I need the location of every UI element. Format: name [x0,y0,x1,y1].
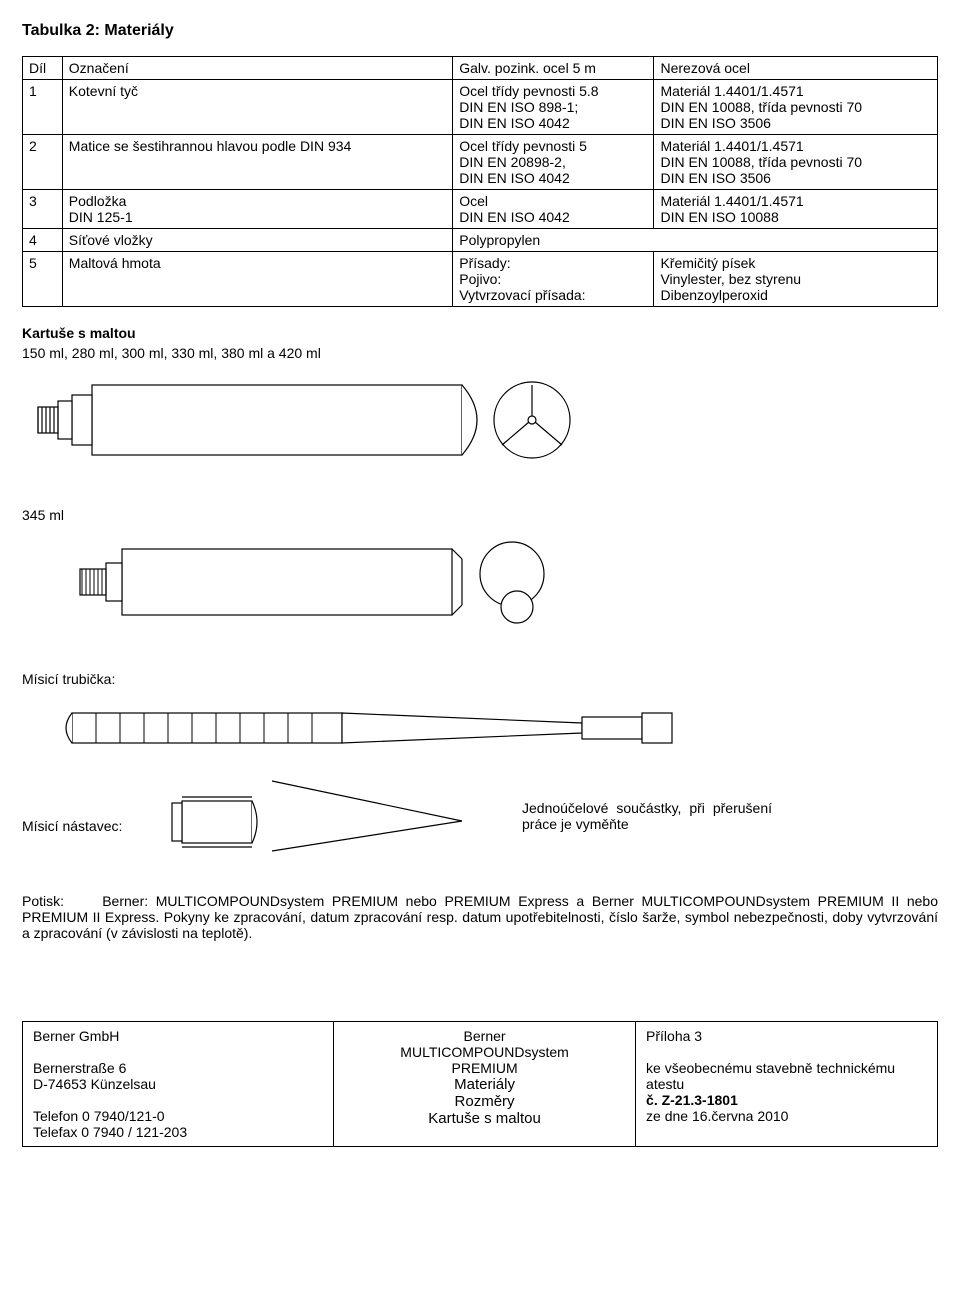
table-row: 2 Matice se šestihrannou hlavou podle DI… [23,135,938,190]
cell: Síťové vložky [62,229,452,252]
col-oznaceni: Označení [62,57,452,80]
col-galv: Galv. pozink. ocel 5 m [453,57,654,80]
table-title: Tabulka 2: Materiály [22,22,938,40]
table-row: 5 Maltová hmota Přísady: Pojivo: Vytvrzo… [23,252,938,307]
cell: Materiál 1.4401/1.4571 DIN EN 10088, tří… [654,80,938,135]
cartridge-sizes: 150 ml, 280 ml, 300 ml, 330 ml, 380 ml a… [22,345,938,361]
cell: Matice se šestihrannou hlavou podle DIN … [62,135,452,190]
cell: Ocel třídy pevnosti 5.8 DIN EN ISO 898-1… [453,80,654,135]
footer-right-l4: ze dne 16.června 2010 [646,1108,927,1124]
cell: Maltová hmota [62,252,452,307]
footer-addr1: Bernerstraße 6 [33,1060,323,1076]
cell: Materiál 1.4401/1.4571 DIN EN 10088, tří… [654,135,938,190]
cell: Polypropylen [453,229,938,252]
footer-mid: Berner MULTICOMPOUNDsystem PREMIUM Mater… [334,1022,636,1147]
label-345: 345 ml [22,507,938,523]
footer-mid-l2: MULTICOMPOUNDsystem [344,1044,625,1060]
footer-tel: Telefon 0 7940/121-0 [33,1108,323,1124]
cell: 5 [23,252,63,307]
cell: Přísady: Pojivo: Vytvrzovací přísada: [453,252,654,307]
cartridge-diagram-2 [62,529,582,639]
cell: 2 [23,135,63,190]
footer-mid-l5: Rozměry [344,1093,625,1110]
materials-table: Díl Označení Galv. pozink. ocel 5 m Nere… [22,56,938,307]
table-head-row: Díl Označení Galv. pozink. ocel 5 m Nere… [23,57,938,80]
footer-addr2: D-74653 Künzelsau [33,1076,323,1092]
cell: 1 [23,80,63,135]
cell: 4 [23,229,63,252]
footer-table: Berner GmbH Bernerstraße 6 D-74653 Künze… [22,1021,938,1147]
col-dil: Díl [23,57,63,80]
footer-right-l3: č. Z-21.3-1801 [646,1092,927,1108]
cell: Ocel třídy pevnosti 5 DIN EN 20898-2, DI… [453,135,654,190]
footer-fax: Telefax 0 7940 / 121-203 [33,1124,323,1140]
footer-mid-l4: Materiály [344,1076,625,1093]
cartridge-diagram-1 [22,365,582,475]
footer-company: Berner GmbH [33,1028,323,1044]
footer-right: Příloha 3 ke všeobecnému stavebně techni… [636,1022,938,1147]
footer-mid-l1: Berner [344,1028,625,1044]
mixing-attachment-label: Mísicí nástavec: [22,798,162,834]
potisk-text: Berner: MULTICOMPOUNDsystem PREMIUM nebo… [22,893,938,941]
table-row: 3 Podložka DIN 125-1 Ocel DIN EN ISO 404… [23,190,938,229]
potisk-label: Potisk: [22,893,64,909]
table-row: 4 Síťové vložky Polypropylen [23,229,938,252]
cell: Křemičitý písek Vinylester, bez styrenu … [654,252,938,307]
cell: Ocel DIN EN ISO 4042 [453,190,654,229]
cell: 3 [23,190,63,229]
mixing-tube-diagram [22,693,722,763]
mixing-tube-label: Mísicí trubička: [22,671,938,687]
footer-right-l1: Příloha 3 [646,1028,927,1044]
footer-mid-l3: PREMIUM [344,1060,625,1076]
footer-mid-l6: Kartuše s maltou [344,1110,625,1127]
potisk-block: Potisk: Berner: MULTICOMPOUNDsystem PREM… [22,893,938,941]
mixing-attachment-diagram [162,771,502,861]
table-row: 1 Kotevní tyč Ocel třídy pevnosti 5.8 DI… [23,80,938,135]
cell: Materiál 1.4401/1.4571 DIN EN ISO 10088 [654,190,938,229]
cartridge-title: Kartuše s maltou [22,325,938,341]
footer-left: Berner GmbH Bernerstraße 6 D-74653 Künze… [23,1022,334,1147]
footer-right-l2: ke všeobecnému stavebně technickému ates… [646,1060,927,1092]
col-nerez: Nerezová ocel [654,57,938,80]
attachment-note: Jednoúčelové součástky, při přerušení pr… [522,800,772,832]
cell: Podložka DIN 125-1 [62,190,452,229]
cell: Kotevní tyč [62,80,452,135]
